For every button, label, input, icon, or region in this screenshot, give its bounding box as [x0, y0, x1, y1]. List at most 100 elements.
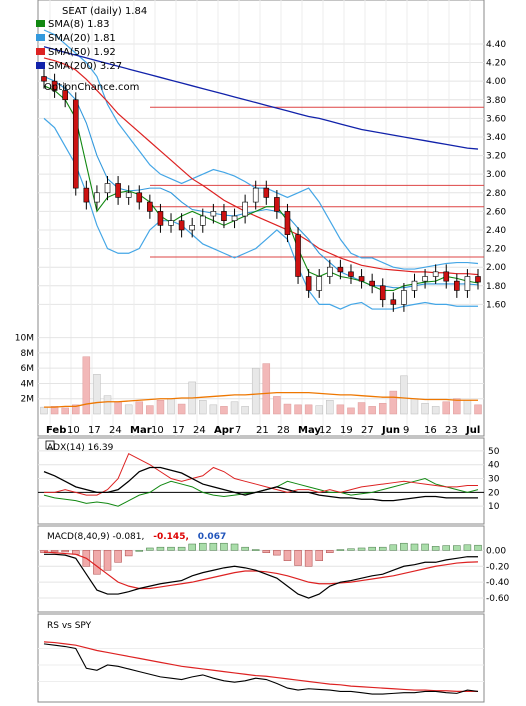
macd-histogram-bar	[453, 545, 461, 551]
macd-tick-label: -0.60	[486, 594, 510, 604]
adx-gridlines	[38, 450, 484, 507]
price-panel: 4.40 4.20 4.00 3.80 3.60 3.40 3.20 3.00 2.80 2.60…	[15, 0, 506, 437]
macd-histogram-bar	[410, 543, 419, 551]
macd-line	[44, 553, 478, 599]
adx-tick-label: 20	[488, 488, 500, 498]
volume-tick-label: 6M	[21, 364, 35, 374]
volume-bar	[135, 401, 144, 415]
price-tick-label: 2.60	[486, 207, 506, 217]
candle-body	[125, 192, 132, 198]
macd-histogram-bar	[368, 546, 376, 551]
volume-bar	[326, 400, 334, 415]
candle-body	[83, 187, 90, 203]
macd-histogram-bar	[40, 550, 48, 553]
candle-body	[147, 201, 153, 212]
candle-body	[316, 276, 323, 291]
x-tick-label: 12	[319, 425, 332, 436]
price-tick-label: 3.80	[486, 96, 506, 106]
volume-bar	[199, 400, 207, 415]
macd-histogram-bar	[241, 546, 249, 551]
candle-body	[348, 271, 354, 277]
volume-bar	[220, 406, 228, 415]
macd-histogram-bar	[156, 546, 165, 551]
x-tick-label: 16	[424, 425, 437, 436]
x-tick-label: Apr	[214, 425, 234, 436]
bollinger-upper-line	[43, 29, 479, 270]
candle-body	[157, 211, 164, 226]
volume-tick-labels: 10M 8M 6M 4M 2M	[15, 334, 34, 405]
macd-histogram-bar	[389, 544, 398, 551]
price-tick-label: 2.80	[486, 189, 506, 199]
macd-histogram-bar	[294, 550, 302, 566]
candle-body	[168, 220, 174, 226]
volume-bar	[167, 398, 175, 415]
macd-histogram-bar	[135, 550, 144, 552]
legend-label: SMA(8) 1.83	[48, 19, 109, 30]
volume-bar	[431, 406, 440, 415]
macd-histogram-bar	[230, 543, 239, 551]
x-tick-label: 23	[445, 425, 458, 436]
candle-body	[337, 266, 344, 273]
candle-body	[252, 187, 259, 203]
volume-bar	[463, 400, 472, 415]
volume-bar	[283, 403, 292, 415]
macd-histogram-bar	[93, 550, 101, 575]
volume-bar	[230, 401, 239, 415]
macd-histogram-bar	[199, 542, 207, 551]
x-tick-label: Jun	[381, 425, 400, 436]
candle-body	[401, 290, 407, 305]
volume-bar	[273, 396, 281, 415]
volume-bar	[421, 403, 429, 415]
volume-bar	[93, 374, 101, 415]
candle-body	[432, 271, 439, 277]
price-tick-label: 2.20	[486, 245, 506, 255]
candle-body	[411, 280, 418, 291]
volume-bar	[209, 404, 218, 415]
candle-body	[284, 211, 291, 235]
legend-label: SMA(200) 3.27	[48, 61, 122, 72]
adx-tick-label: 50	[488, 447, 500, 457]
macd-histogram-bar	[442, 545, 450, 551]
macd-tick-label: -0.20	[486, 562, 510, 572]
rs-gridlines	[38, 648, 484, 682]
price-tick-label: 3.60	[486, 114, 506, 124]
price-tick-label: 2.00	[486, 263, 506, 273]
macd-histogram-bar	[146, 547, 154, 551]
legend-label: SMA(50) 1.92	[48, 47, 116, 58]
price-candles	[41, 69, 481, 312]
x-tick-label: 17	[172, 425, 185, 436]
macd-histogram-bar	[50, 550, 59, 553]
x-tick-label: May	[298, 425, 321, 436]
macd-histogram	[40, 542, 482, 575]
price-tick-label: 4.00	[486, 77, 506, 87]
macd-histogram-bar	[378, 546, 387, 551]
bollinger-lower-line	[43, 117, 478, 310]
volume-bar	[410, 398, 419, 415]
candle-body	[199, 215, 206, 226]
volume-bar	[40, 406, 48, 415]
macd-histogram-bar	[103, 550, 112, 571]
macd-histogram-bar	[315, 550, 323, 561]
volume-bar	[146, 405, 154, 415]
candle-body	[443, 271, 450, 282]
adx-panel: 50 40 30 20 10 ADX(14) 16.39	[37, 437, 500, 525]
volume-bar	[400, 375, 408, 415]
candle-body	[263, 187, 270, 198]
legend-swatch	[36, 48, 45, 55]
x-tick-label: 10	[67, 425, 80, 436]
volume-bar	[61, 407, 69, 415]
x-tick-label: 10	[151, 425, 164, 436]
volume-bar	[241, 406, 249, 415]
price-tick-label: 3.20	[486, 152, 506, 162]
x-tick-label: 7	[235, 425, 241, 436]
volume-bar	[453, 398, 461, 415]
volume-bar	[368, 406, 376, 415]
volume-bar	[251, 367, 260, 415]
macd-histogram-bar	[114, 550, 122, 563]
volume-tick-label: 4M	[21, 379, 35, 389]
volume-bar	[114, 401, 122, 415]
macd-histogram-bar	[188, 543, 196, 551]
macd-histogram-bar	[400, 542, 408, 551]
